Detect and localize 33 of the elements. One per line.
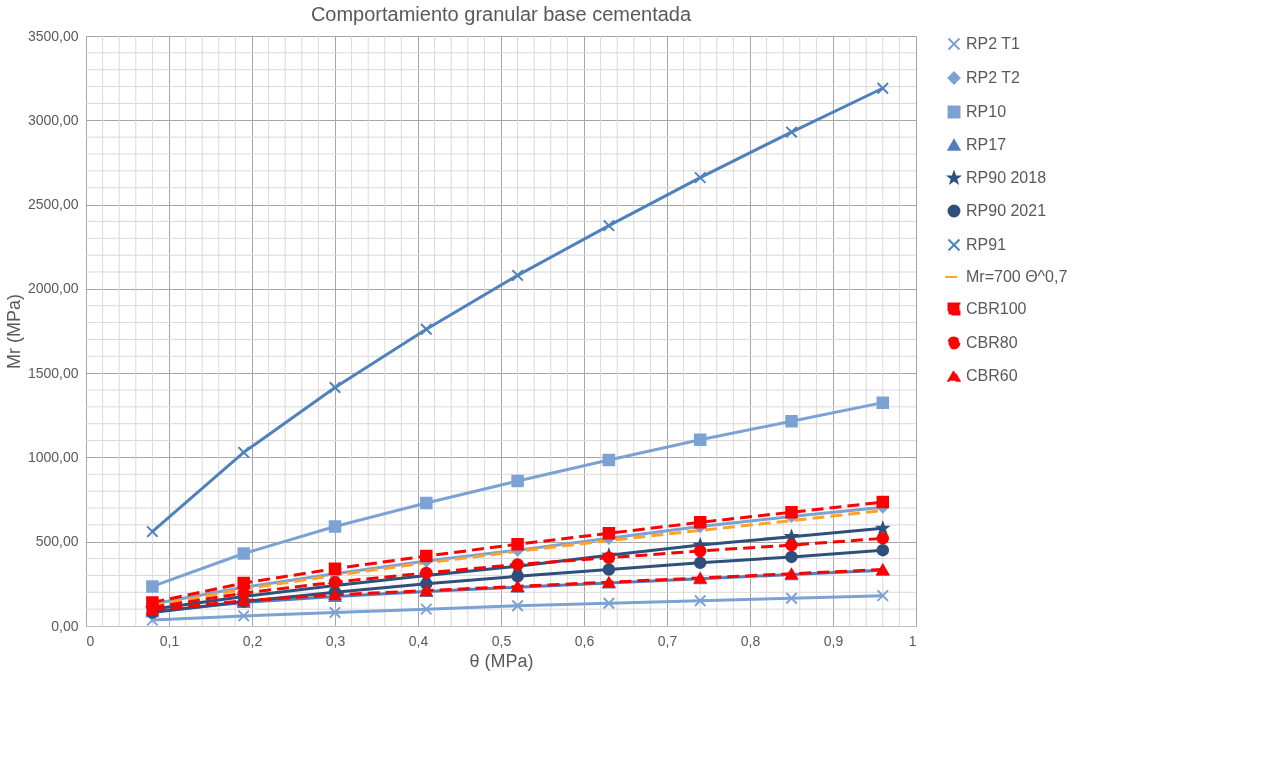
legend-label: CBR80 — [966, 334, 1018, 351]
legend-label: RP2 T2 — [966, 69, 1021, 86]
x-tick-label: 0,9 — [823, 632, 844, 649]
y-tick-label: 500,00 — [35, 533, 79, 550]
x-tick-label: 0 — [86, 632, 95, 649]
y-axis-title: Mr (MPa) — [3, 294, 24, 369]
y-tick-label: 3500,00 — [27, 27, 79, 44]
x-tick-label: 0,2 — [242, 632, 263, 649]
legend-label: RP90 2018 — [966, 169, 1047, 186]
y-tick-label: 2500,00 — [27, 196, 79, 213]
chart-title: Comportamiento granular base cementada — [310, 3, 692, 25]
legend-label: RP2 T1 — [966, 35, 1021, 52]
legend-label: CBR60 — [966, 367, 1018, 384]
x-tick-label: 0,1 — [159, 632, 180, 649]
y-tick-label: 3000,00 — [27, 111, 79, 128]
x-tick-label: 0,7 — [657, 632, 678, 649]
x-tick-label: 1 — [908, 632, 917, 649]
x-axis-title: θ (MPa) — [469, 650, 534, 671]
legend-label: RP17 — [966, 136, 1007, 153]
legend-label: RP10 — [966, 103, 1007, 120]
legend-label: RP91 — [966, 236, 1007, 253]
legend-label: CBR100 — [966, 300, 1027, 317]
y-tick-label: 1000,00 — [27, 448, 79, 465]
y-tick-label: 2000,00 — [27, 280, 79, 297]
x-tick-label: 0,6 — [574, 632, 595, 649]
x-tick-label: 0,8 — [740, 632, 761, 649]
legend-label: RP90 2021 — [966, 202, 1047, 219]
x-tick-label: 0,4 — [408, 632, 429, 649]
y-tick-label: 1500,00 — [27, 364, 79, 381]
x-tick-label: 0,3 — [325, 632, 346, 649]
y-tick-label: 0,00 — [51, 617, 79, 634]
legend-label: Mr=700 Θ^0,7 — [966, 268, 1068, 285]
x-tick-label: 0,5 — [491, 632, 512, 649]
